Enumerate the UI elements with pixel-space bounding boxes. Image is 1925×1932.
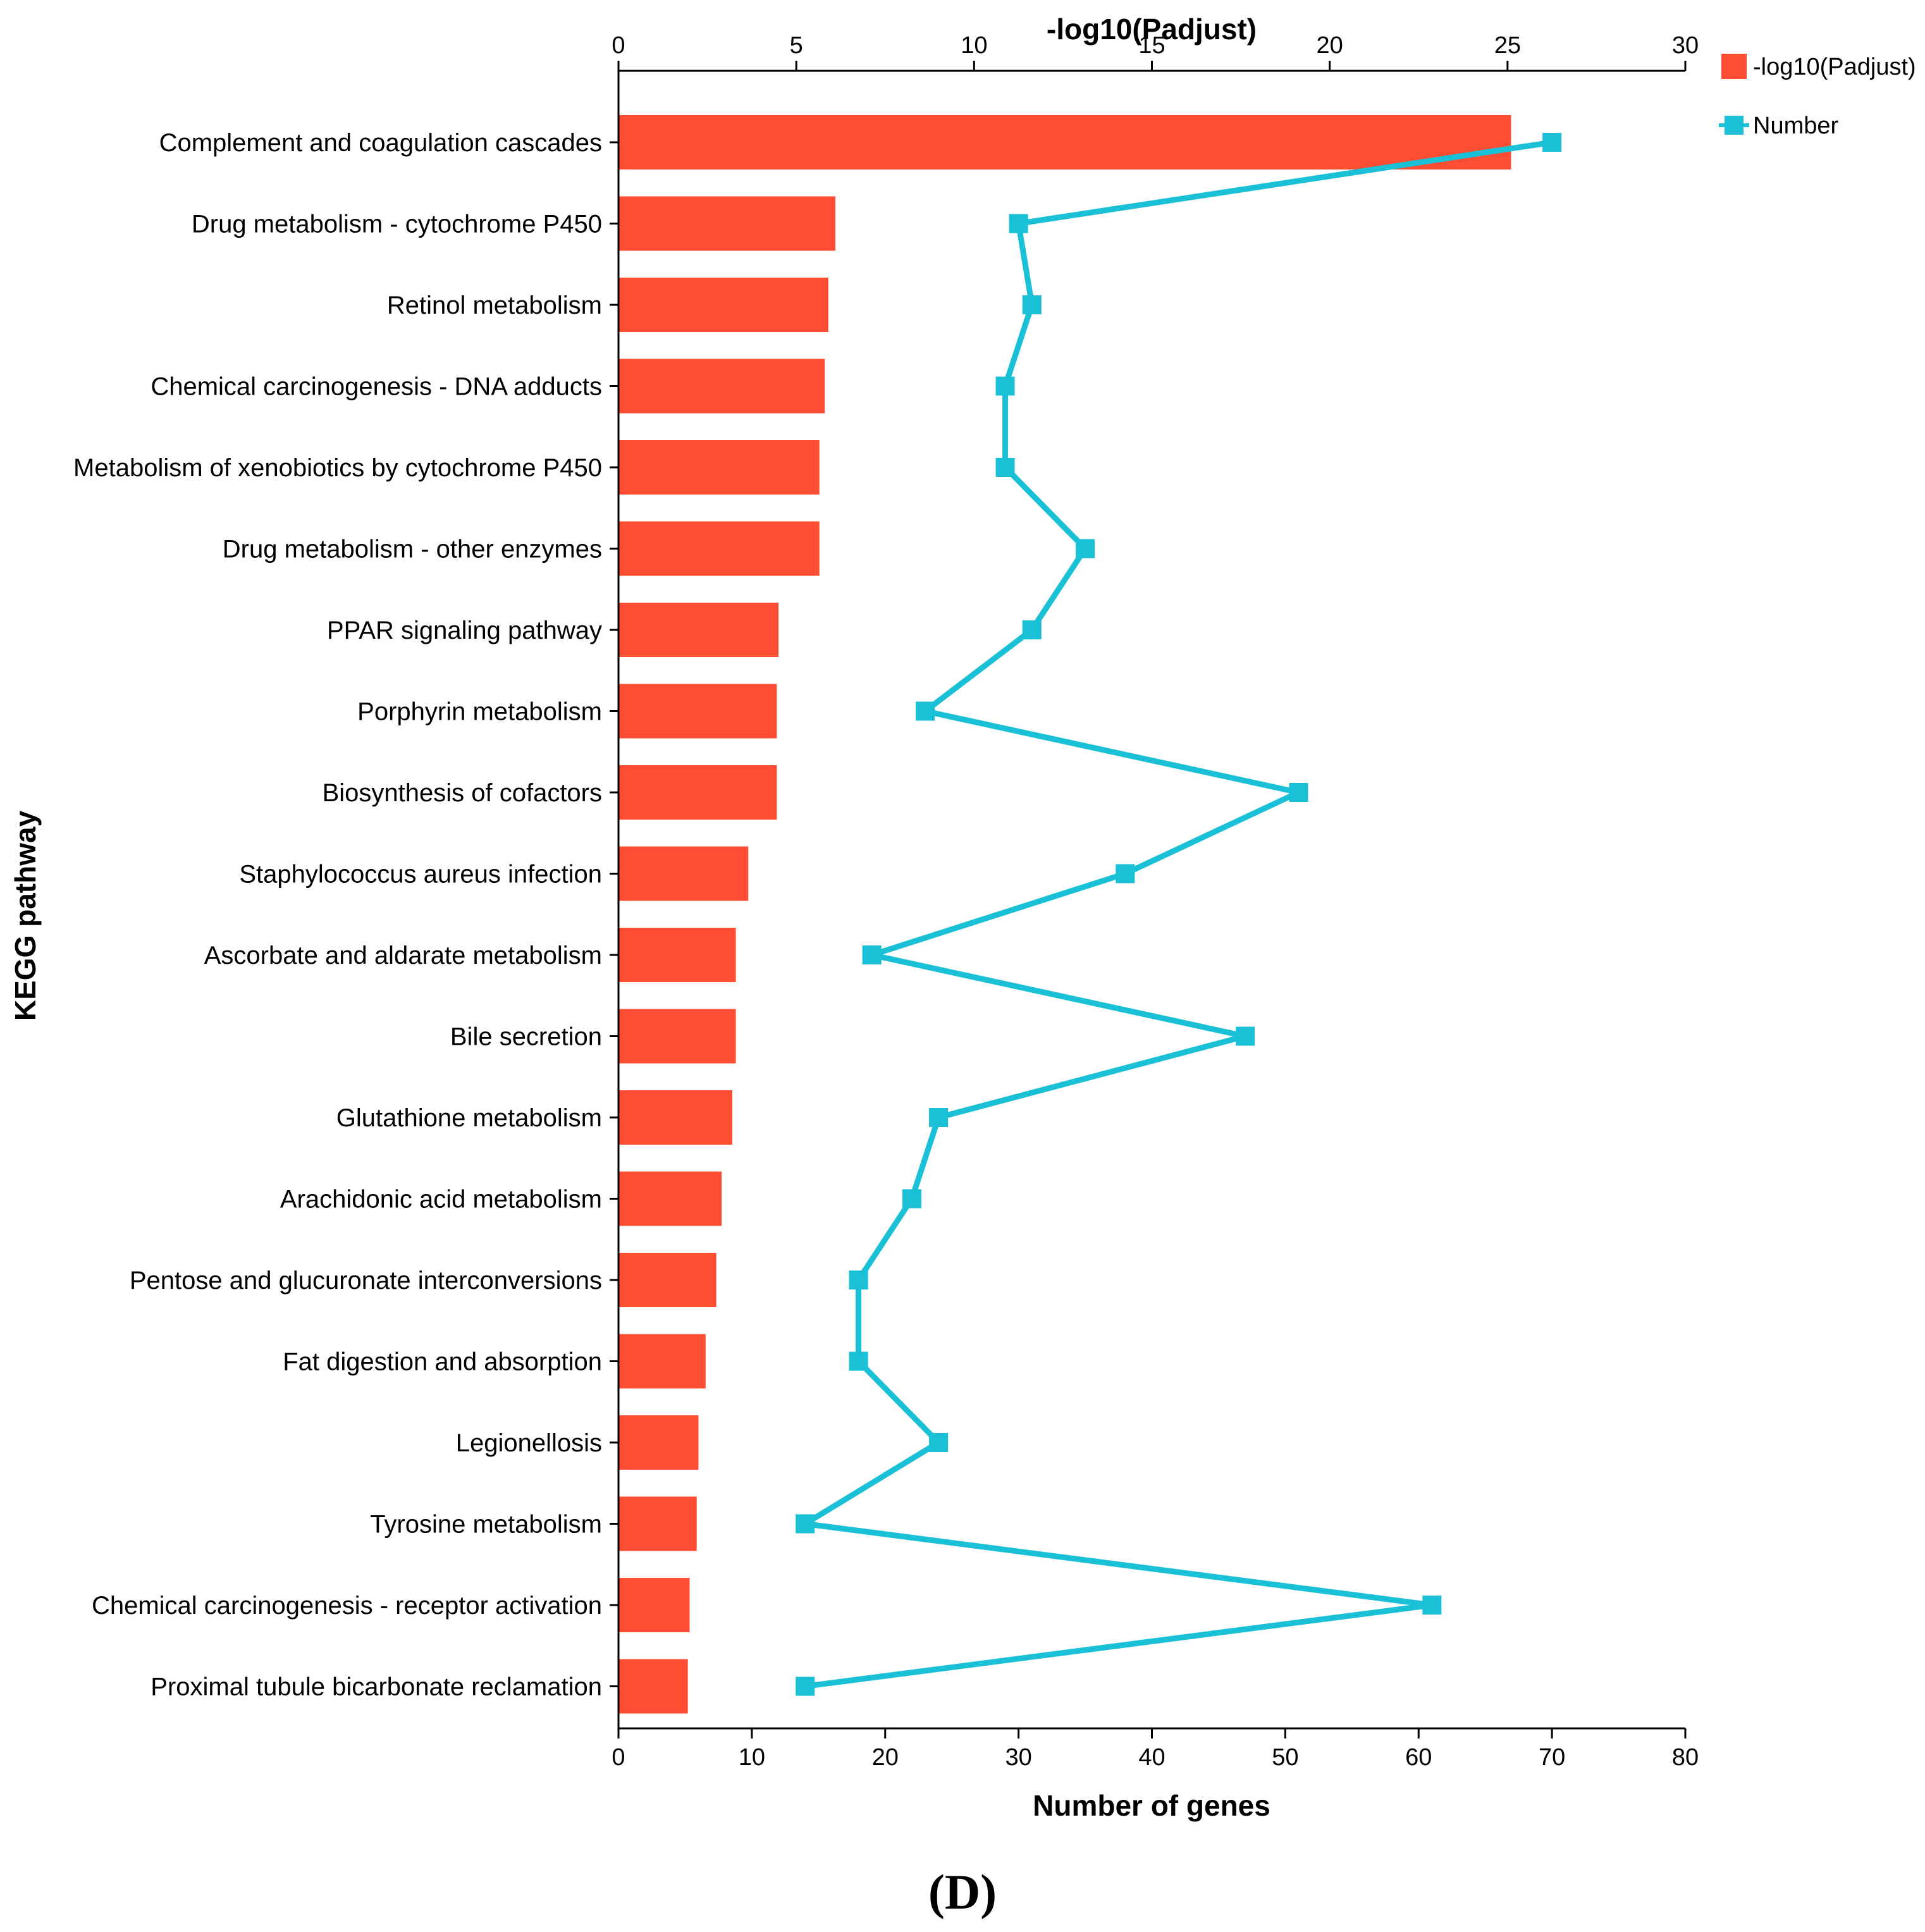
category-label: Fat digestion and absorption [283, 1348, 602, 1376]
gene-count-point [902, 1189, 921, 1209]
category-label: Glutathione metabolism [336, 1104, 602, 1132]
gene-count-point [995, 376, 1015, 396]
bottom-axis-title: Number of genes [1033, 1789, 1270, 1822]
bottom-tick-label: 10 [739, 1744, 765, 1771]
gene-count-point [796, 1677, 815, 1696]
gene-count-point [862, 945, 882, 964]
bottom-tick-label: 0 [612, 1744, 625, 1771]
category-label: PPAR signaling pathway [327, 617, 602, 644]
gene-count-point [1236, 1026, 1255, 1046]
gene-count-point [1289, 783, 1308, 802]
category-label: Pentose and glucuronate interconversions [130, 1267, 602, 1295]
top-tick-label: 20 [1317, 32, 1343, 59]
legend-line-marker [1725, 116, 1744, 135]
gene-count-point [1116, 864, 1135, 883]
top-tick-label: 10 [961, 32, 987, 59]
padjust-bar [618, 1415, 699, 1470]
category-label: Metabolism of xenobiotics by cytochrome … [73, 454, 602, 482]
padjust-bar [618, 765, 777, 820]
top-tick-label: 30 [1672, 32, 1699, 59]
category-label: Arachidonic acid metabolism [280, 1186, 602, 1214]
gene-count-point [1542, 133, 1562, 152]
bottom-tick-label: 50 [1272, 1744, 1298, 1771]
gene-count-point [849, 1271, 868, 1289]
top-tick-label: 5 [790, 32, 803, 59]
category-label: Complement and coagulation cascades [159, 129, 602, 157]
top-tick-label: 0 [612, 32, 625, 59]
gene-count-point [1022, 620, 1042, 639]
category-label: Chemical carcinogenesis - DNA adducts [151, 373, 602, 401]
category-label: Biosynthesis of cofactors [323, 779, 602, 807]
padjust-bar [618, 846, 749, 901]
legend-bar-swatch [1721, 54, 1747, 79]
bottom-tick-label: 60 [1405, 1744, 1432, 1771]
category-label: Ascorbate and aldarate metabolism [204, 942, 602, 969]
gene-count-point [1022, 295, 1042, 314]
padjust-bar [618, 928, 736, 982]
category-label: Chemical carcinogenesis - receptor activ… [92, 1592, 602, 1620]
bottom-axis-ticks: 0 10 20 30 40 50 60 70 80 [612, 1728, 1699, 1771]
padjust-bar [618, 1578, 690, 1632]
category-label: Proximal tubule bicarbonate reclamation [151, 1673, 602, 1701]
top-tick-label: 15 [1138, 32, 1165, 59]
gene-count-line-group [796, 133, 1562, 1696]
bottom-tick-label: 80 [1672, 1744, 1699, 1771]
padjust-bar [618, 1253, 716, 1307]
bars-group [618, 115, 1511, 1714]
bottom-tick-label: 30 [1005, 1744, 1031, 1771]
padjust-bar [618, 1496, 697, 1551]
category-label: Drug metabolism - other enzymes [223, 536, 602, 563]
gene-count-point [916, 701, 935, 721]
gene-count-point [929, 1108, 949, 1127]
bottom-tick-label: 70 [1539, 1744, 1565, 1771]
padjust-bar [618, 521, 820, 576]
padjust-bar [618, 1171, 722, 1226]
padjust-bar [618, 603, 779, 657]
padjust-bar [618, 440, 820, 495]
gene-count-line [802, 139, 1553, 1689]
category-label: Tyrosine metabolism [370, 1511, 602, 1539]
gene-count-point [995, 458, 1015, 477]
category-label: Retinol metabolism [387, 292, 602, 319]
category-label: Bile secretion [450, 1023, 602, 1051]
padjust-bar [618, 196, 836, 251]
padjust-bar [618, 1090, 732, 1145]
padjust-bar [618, 115, 1511, 169]
padjust-bar [618, 684, 777, 739]
padjust-bar [618, 1334, 706, 1389]
padjust-bar [618, 359, 825, 414]
category-labels: Complement and coagulation cascades Drug … [73, 129, 618, 1701]
category-label: Drug metabolism - cytochrome P450 [192, 211, 602, 238]
bottom-tick-label: 40 [1138, 1744, 1165, 1771]
top-tick-label: 25 [1494, 32, 1521, 59]
padjust-bar [618, 278, 828, 332]
bottom-tick-label: 20 [872, 1744, 899, 1771]
gene-count-point [1009, 214, 1028, 233]
top-axis-ticks: 0 5 10 15 20 25 30 [612, 32, 1699, 71]
padjust-bar [618, 1659, 688, 1714]
gene-count-point [929, 1433, 949, 1452]
padjust-bar [618, 1009, 736, 1064]
y-axis-title: KEGG pathway [9, 810, 42, 1021]
legend-bar-label: -log10(Padjust) [1753, 54, 1916, 80]
gene-count-point [1076, 539, 1095, 558]
category-label: Staphylococcus aureus infection [239, 861, 602, 889]
panel-label: (D) [928, 1864, 997, 1919]
category-label: Legionellosis [456, 1429, 602, 1457]
gene-count-point [1422, 1596, 1442, 1615]
category-label: Porphyrin metabolism [357, 698, 602, 726]
top-axis-title: -log10(Padjust) [1047, 13, 1257, 46]
gene-count-point [796, 1514, 815, 1534]
legend-line-label: Number [1753, 113, 1838, 139]
gene-count-point [849, 1351, 868, 1371]
legend: -log10(Padjust) Number [1719, 54, 1916, 139]
